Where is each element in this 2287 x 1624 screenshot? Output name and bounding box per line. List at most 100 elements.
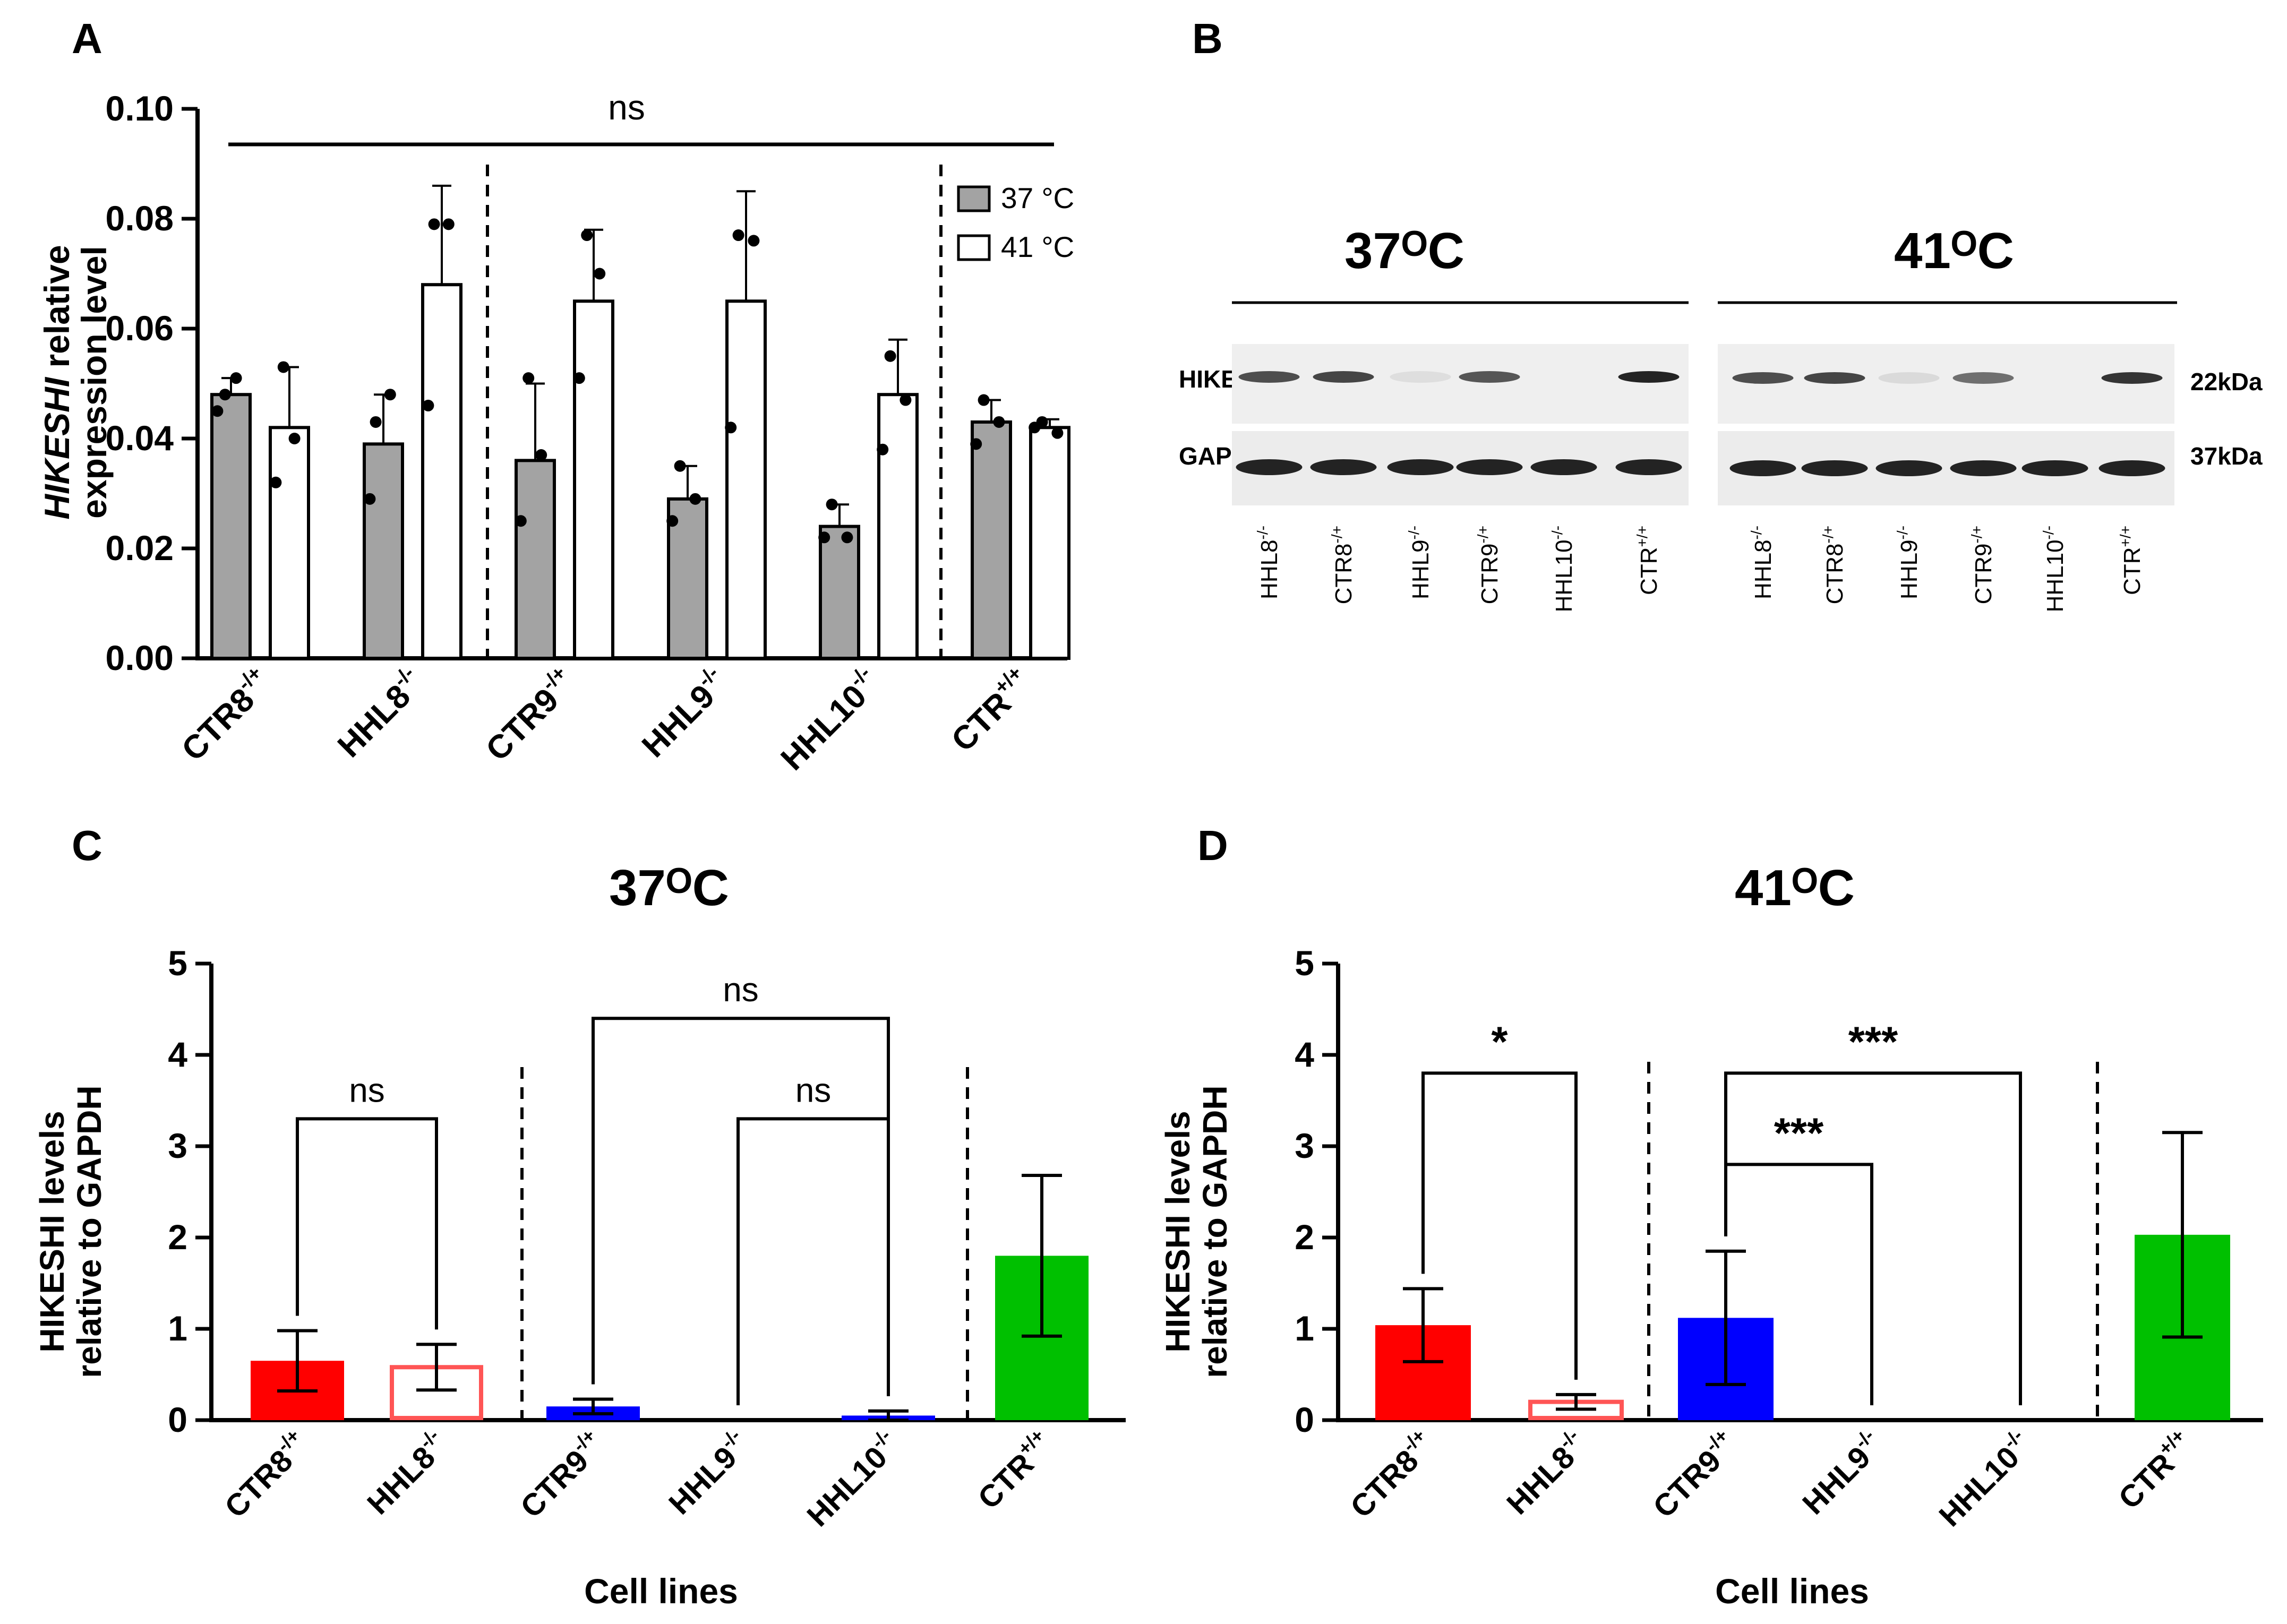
panel-d-ylabel-line1: HIKESHI levels [1159, 1111, 1197, 1352]
y-tick-label: 3 [168, 1126, 187, 1165]
blot-lane-name: CTR9 [1971, 543, 1997, 604]
y-tick-label: 4 [1295, 1035, 1314, 1074]
panel-b: B 37ᴼC 41ᴼC HIKEHSI GAPDH 22kDa 37kDa HH… [1179, 15, 2263, 612]
x-tick-label: CTR9-/+ [511, 1424, 611, 1524]
data-point [594, 268, 606, 280]
significance-bracket [592, 1017, 890, 1396]
y-tick-label: 0.06 [106, 308, 174, 348]
data-point [230, 372, 242, 384]
bar-41c [725, 299, 767, 660]
x-tick-label: HHL10-/- [772, 661, 887, 777]
blot-band [1387, 459, 1454, 475]
blot-band [1952, 372, 2014, 384]
data-point [364, 493, 376, 505]
blot-lane-name: HHL9 [1408, 539, 1434, 599]
blot-lane-superscript: -/+ [1475, 526, 1491, 543]
blot-strip-hikeshi-41 [1718, 344, 2174, 424]
blot-size-22kda: 22kDa [2190, 368, 2263, 396]
legend-label-37: 37 °C [1001, 182, 1074, 214]
y-tick-label: 1 [168, 1309, 187, 1348]
blot-band [2098, 460, 2165, 476]
blot-lane-name: CTR8 [1331, 543, 1357, 604]
data-point [732, 229, 744, 242]
data-point [689, 493, 701, 505]
y-tick-label: 0.10 [106, 89, 174, 128]
blot-lane-label: CTR9-/+ [1968, 526, 1997, 604]
blot-lane-name: CTR9 [1477, 543, 1503, 604]
blot-strip-hikeshi-37 [1232, 344, 1689, 424]
bar-41c [269, 426, 310, 660]
y-tick-label: 2 [168, 1217, 187, 1257]
blot-lane-superscript: -/- [1748, 526, 1764, 539]
blot-band [1878, 372, 1940, 384]
data-point [515, 515, 527, 527]
bar-37c [363, 442, 404, 660]
panel-a-y-ticks: 0.00 0.02 0.04 0.06 0.08 0.10 [106, 89, 198, 677]
panel-c-brackets: ns ns ns [296, 970, 890, 1405]
panel-c-y-ticks: 0 1 2 3 4 5 [168, 943, 211, 1439]
panel-c-bars [251, 1174, 1089, 1422]
data-point [674, 460, 686, 472]
data-point [1029, 422, 1041, 434]
panel-d-title: 41ᴼC [1735, 860, 1855, 916]
blot-lane-label: HHL8-/- [1748, 526, 1776, 599]
blot-lane-label: HHL10-/- [1549, 526, 1577, 612]
blot-title-37: 37ᴼC [1344, 222, 1464, 279]
blot-band [1310, 459, 1377, 475]
x-tick-label: CTR9-/+ [1644, 1424, 1744, 1524]
blot-band [1801, 460, 1868, 476]
blot-band [1236, 459, 1303, 475]
panel-a: A HIKESHI relative expression level 0.00… [37, 15, 1074, 777]
blot-lane-name: HHL10 [1551, 539, 1577, 612]
blot-lane-label: HHL9-/- [1894, 526, 1922, 599]
legend-swatch-37 [957, 185, 991, 212]
x-tick-label-name: HHL10 [774, 678, 874, 778]
blot-title-41: 41ᴼC [1894, 222, 2014, 279]
legend-swatch-41 [957, 234, 991, 261]
data-point [581, 229, 593, 242]
bar-37c [971, 420, 1012, 660]
panel-a-ns-label: ns [608, 88, 645, 127]
significance-label: ns [723, 970, 759, 1009]
panel-d: D 41ᴼC HIKESHI levels relative to GAPDH … [1159, 822, 2263, 1611]
x-tick-label-name: HHL10 [1932, 1440, 2026, 1533]
significance-label: ns [349, 1071, 385, 1109]
data-point [288, 433, 301, 444]
y-tick-label: 0 [1295, 1400, 1314, 1439]
y-tick-label: 1 [1295, 1309, 1314, 1348]
data-point [900, 394, 912, 406]
panel-d-bars [1375, 1131, 2230, 1421]
blot-lane-label: HHL9-/- [1406, 526, 1434, 599]
data-point [666, 515, 679, 527]
bar-41c [1029, 426, 1070, 660]
x-tick-label: HHL8-/- [328, 661, 431, 764]
bar-41c [573, 299, 614, 660]
blot-lane-name: HHL9 [1896, 539, 1922, 599]
x-tick-label: CTR8-/+ [216, 1424, 315, 1524]
x-tick-label-name: HHL10 [800, 1440, 894, 1533]
data-point [826, 499, 838, 511]
blot-lane-name: HHL8 [1750, 539, 1776, 599]
y-tick-label: 0.00 [106, 638, 174, 677]
data-point [442, 218, 455, 230]
panel-c-ylabel-line1: HIKESHI levels [33, 1111, 71, 1352]
significance-bracket [296, 1117, 438, 1330]
blot-band [1238, 371, 1300, 383]
panel-c-ylabel-line2: relative to GAPDH [70, 1085, 108, 1378]
blot-lane-superscript: -/- [1894, 526, 1911, 539]
x-tick-label: HHL9-/- [659, 1424, 756, 1521]
y-tick-label: 3 [1295, 1126, 1314, 1165]
blot-band [1804, 372, 1865, 384]
bar-37c [210, 393, 252, 660]
blot-band [1390, 371, 1451, 383]
panel-a-ylabel-line2: expression level [74, 246, 114, 519]
panel-c-xlabel: Cell lines [584, 1571, 738, 1611]
blot-lane-superscript: -/- [1406, 526, 1422, 539]
panel-d-brackets: ******* [1421, 1018, 2022, 1405]
panel-a-bars [210, 184, 1070, 660]
x-tick-label: HHL9-/- [1793, 1424, 1890, 1521]
panel-a-ylabel-rest: relative [37, 245, 76, 377]
blot-lane-label: HHL10-/- [2040, 526, 2068, 612]
legend-label-41: 41 °C [1001, 230, 1074, 263]
